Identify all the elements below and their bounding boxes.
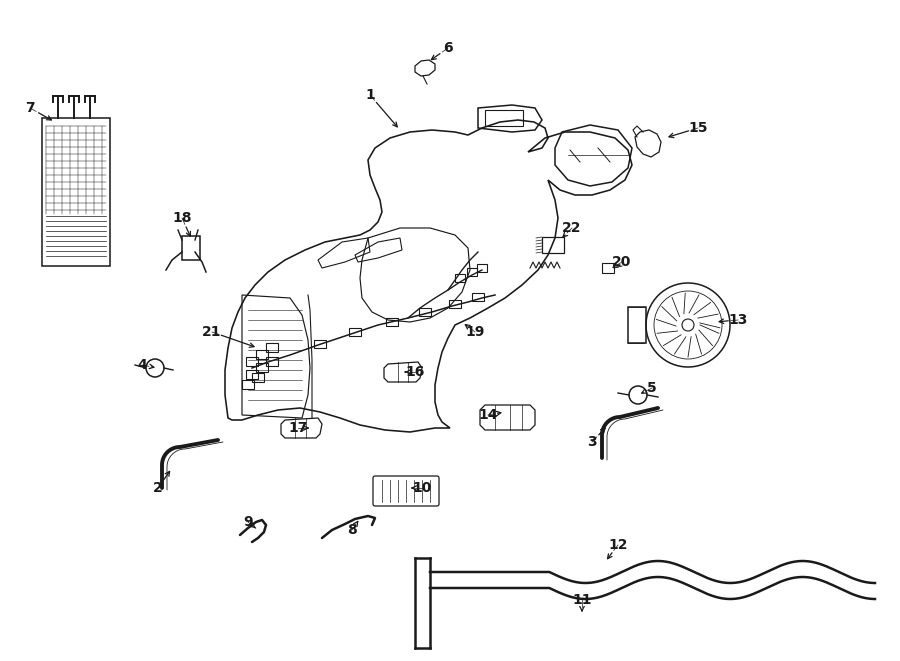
Bar [246,370,258,379]
Text: 19: 19 [465,325,485,339]
Bar [472,293,484,301]
Bar [602,263,614,273]
Bar [266,343,278,352]
Bar [266,357,278,366]
Text: 21: 21 [202,325,221,339]
Bar [242,380,254,389]
Text: 4: 4 [137,358,147,372]
Text: 20: 20 [612,255,632,269]
Text: 22: 22 [562,221,581,235]
Text: 1: 1 [365,88,375,102]
Text: 11: 11 [572,593,592,607]
Bar [628,307,646,343]
Bar [182,236,200,260]
Bar [455,274,465,282]
Text: 12: 12 [608,538,628,552]
Text: 5: 5 [647,381,657,395]
Bar [252,373,264,382]
Text: 16: 16 [405,365,425,379]
Bar [449,300,461,308]
Text: 18: 18 [172,211,192,225]
Bar [485,110,523,126]
Bar [314,340,326,348]
Text: 10: 10 [412,481,432,495]
Text: 3: 3 [587,435,597,449]
Bar [256,363,268,372]
Text: 9: 9 [243,515,253,529]
Bar [542,237,564,253]
Bar [246,357,258,366]
Text: 7: 7 [25,101,35,115]
Bar [256,350,268,359]
Text: 6: 6 [443,41,453,55]
Text: 13: 13 [728,313,748,327]
Bar [467,268,477,276]
Text: 15: 15 [688,121,707,135]
Bar [349,328,361,336]
Bar [386,318,398,326]
Bar [477,264,487,272]
Text: 8: 8 [347,523,357,537]
Text: 17: 17 [288,421,308,435]
Text: 2: 2 [153,481,163,495]
Text: 14: 14 [478,408,498,422]
Bar [419,308,431,316]
